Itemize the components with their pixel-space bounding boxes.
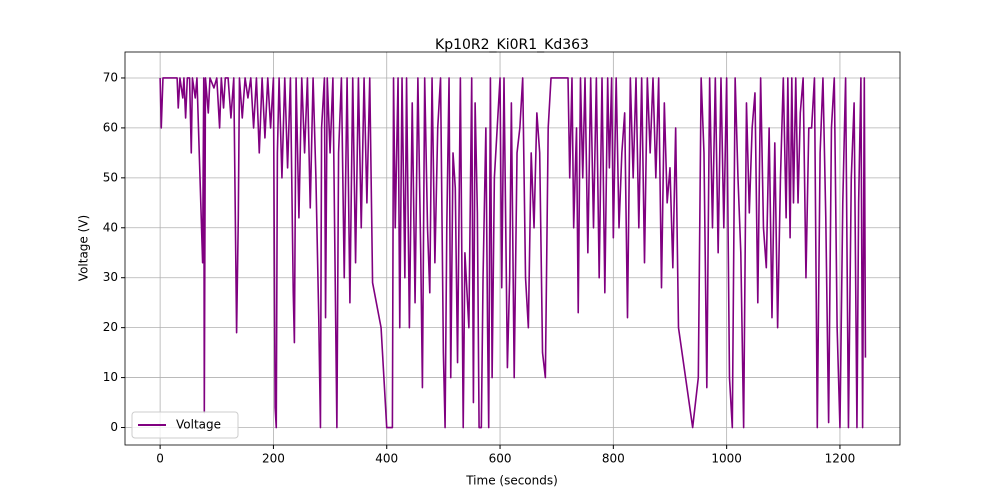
y-tick-label: 30 xyxy=(103,270,118,284)
y-axis-label: Voltage (V) xyxy=(77,215,91,281)
y-tick-label: 40 xyxy=(103,220,118,234)
y-tick-label: 50 xyxy=(103,170,118,184)
x-tick-label: 600 xyxy=(489,452,512,466)
x-tick-label: 400 xyxy=(375,452,398,466)
x-tick-label: 800 xyxy=(602,452,625,466)
y-tick-label: 60 xyxy=(103,120,118,134)
y-tick-label: 10 xyxy=(103,370,118,384)
x-tick-label: 0 xyxy=(156,452,164,466)
y-tick-label: 0 xyxy=(110,420,118,434)
x-axis-label: Time (seconds) xyxy=(465,474,558,488)
x-tick-label: 200 xyxy=(262,452,285,466)
line-series xyxy=(159,77,867,429)
y-tick-label: 70 xyxy=(103,70,118,84)
x-tick-label: 1000 xyxy=(711,452,742,466)
legend-box xyxy=(131,411,239,439)
x-tick-label: 1200 xyxy=(825,452,856,466)
legend-label: Voltage xyxy=(176,418,221,432)
y-tick-label: 20 xyxy=(103,320,118,334)
chart-title: Kp10R2_Ki0R1_Kd363 xyxy=(435,37,589,53)
plot-frame xyxy=(124,51,901,446)
